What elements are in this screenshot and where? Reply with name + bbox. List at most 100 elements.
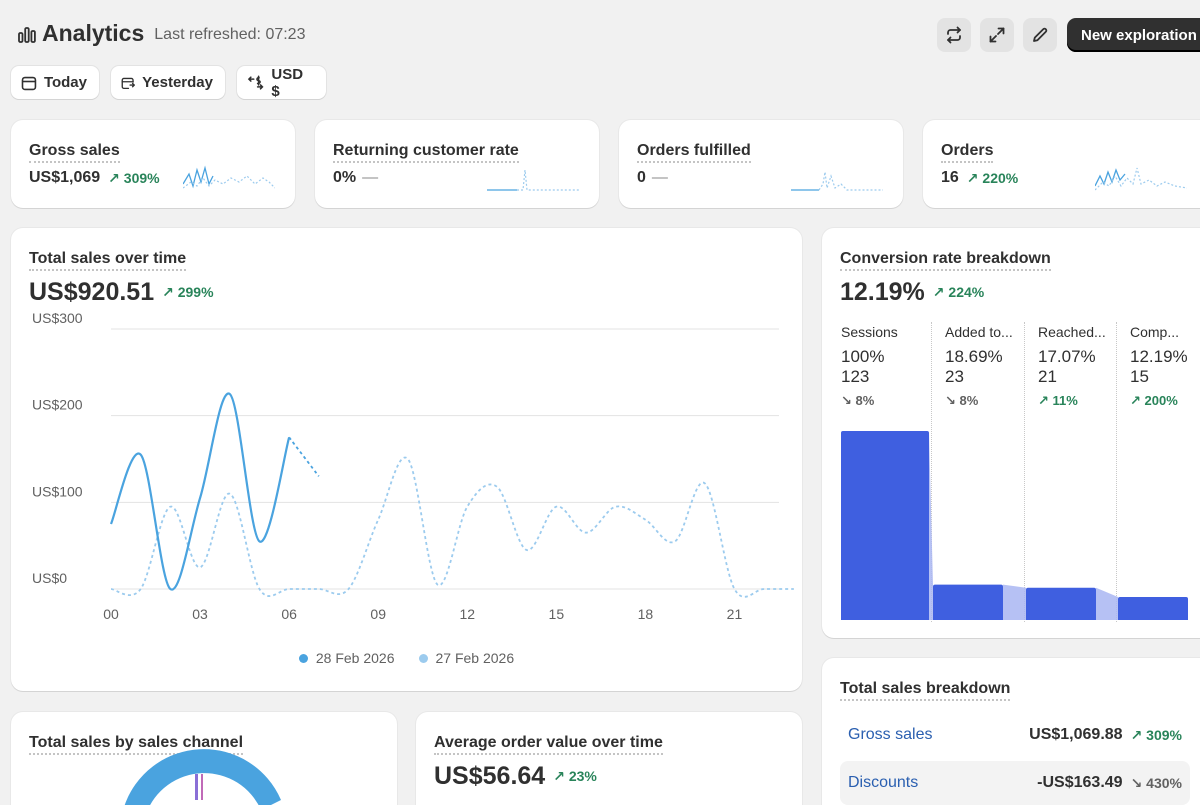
card-average-order-value[interactable]: Average order value over time US$56.64 ↗… — [416, 712, 802, 805]
x-tick-label: 18 — [638, 606, 654, 622]
card-conversion-rate[interactable]: Conversion rate breakdown 12.19% ↗ 224% … — [822, 228, 1200, 638]
date-filter-today[interactable]: Today — [11, 66, 99, 99]
stage-percent: 18.69% — [945, 347, 1003, 366]
kpi-sparkline — [487, 169, 579, 191]
conversion-funnel-chart — [841, 431, 1188, 620]
card-title: Conversion rate breakdown — [840, 250, 1051, 271]
compare-filter-yesterday[interactable]: Yesterday — [111, 66, 225, 99]
x-tick-label: 21 — [727, 606, 743, 622]
funnel-connector[interactable] — [1003, 584, 1026, 620]
currency-exchange-icon — [247, 74, 264, 90]
kpi-title: Orders fulfilled — [637, 142, 751, 163]
funnel-connector[interactable] — [929, 431, 933, 620]
fullscreen-button[interactable] — [980, 18, 1014, 52]
sales-line-chart: US$0 US$100 US$200 US$300 00 03 06 09 12 15 18 21 — [32, 310, 794, 622]
stage-percent: 100% — [841, 347, 885, 366]
refresh-button[interactable] — [937, 18, 971, 52]
last-refreshed: Last refreshed: 07:23 — [154, 25, 306, 43]
stage-change: ↘ 8% — [841, 393, 875, 408]
legend-item-current[interactable]: 28 Feb 2026 — [298, 650, 395, 666]
stage-count: 123 — [841, 367, 870, 386]
y-tick-label: US$300 — [32, 310, 83, 326]
refresh-icon — [947, 26, 961, 44]
kpi-sparkline — [791, 171, 883, 191]
donut-segment-small[interactable] — [201, 774, 203, 800]
card-title: Total sales by sales channel — [29, 734, 244, 755]
currency-filter-label: USD $ — [271, 65, 304, 100]
series-line — [109, 392, 291, 591]
x-tick-label: 03 — [192, 606, 208, 622]
card-title: Total sales over time — [29, 250, 187, 271]
legend-dot-icon — [418, 653, 428, 663]
y-tick-label: US$0 — [32, 570, 67, 586]
edit-button[interactable] — [1023, 18, 1057, 52]
stage-count: 23 — [945, 367, 964, 386]
kpi-card-orders-fulfilled[interactable]: Orders fulfilled 0 — — [619, 120, 903, 208]
kpi-change: ↗ 309% — [108, 169, 160, 186]
card-total-sales-breakdown[interactable]: Total sales breakdown Gross sales US$1,0… — [822, 658, 1200, 805]
y-tick-label: US$100 — [32, 483, 83, 499]
legend-dot-icon — [298, 653, 308, 663]
donut-segment-small[interactable] — [195, 774, 198, 800]
new-exploration-button[interactable]: New exploration — [1067, 18, 1200, 52]
expand-icon — [989, 27, 1005, 43]
chart-legend: 28 Feb 2026 27 Feb 2026 — [11, 650, 802, 666]
x-tick-label: 06 — [281, 606, 297, 622]
stage-change: ↘ 8% — [945, 393, 979, 408]
kpi-card-orders[interactable]: Orders 16 ↗ 220% — [923, 120, 1200, 208]
card-sales-by-channel[interactable]: Total sales by sales channel — [11, 712, 397, 805]
legend-item-previous[interactable]: 27 Feb 2026 — [418, 650, 515, 666]
aov-value: US$56.64 — [434, 762, 546, 790]
breakdown-row-discounts[interactable]: Discounts -US$163.49 ↘ 430% — [840, 761, 1190, 805]
funnel-bar[interactable] — [1118, 596, 1188, 620]
calendar-icon — [21, 76, 37, 90]
funnel-bar[interactable] — [933, 584, 1003, 620]
page-title: Analytics — [42, 20, 145, 46]
funnel-bar[interactable] — [841, 431, 929, 620]
total-sales-value: US$920.51 — [29, 278, 155, 306]
x-tick-label: 15 — [549, 606, 565, 622]
sales-channel-donut-chart — [124, 749, 281, 805]
funnel-stage-completed[interactable]: Comp... 12.19% 15 ↗ 200% — [1130, 324, 1200, 624]
breakdown-label[interactable]: Discounts — [848, 774, 919, 791]
x-tick-label: 00 — [103, 606, 119, 622]
kpi-sparkline — [1095, 167, 1187, 191]
legend-label: 28 Feb 2026 — [315, 650, 395, 666]
kpi-title: Orders — [941, 142, 994, 163]
conversion-change: ↗ 224% — [932, 284, 985, 300]
kpi-card-gross-sales[interactable]: Gross sales US$1,069 ↗ 309% — [11, 120, 295, 208]
card-total-sales-over-time[interactable]: Total sales over time US$920.51 ↗ 299% U… — [11, 228, 802, 691]
x-tick-label: 12 — [459, 606, 475, 622]
stage-label: Added to... — [945, 324, 1013, 340]
funnel-stage-added-to-cart[interactable]: Added to... 18.69% 23 ↘ 8% — [945, 324, 1017, 624]
analytics-icon — [18, 26, 36, 43]
breakdown-value: -US$163.49 — [1037, 774, 1123, 791]
breakdown-change: ↗ 309% — [1130, 726, 1182, 743]
stage-label: Reached... — [1038, 324, 1106, 340]
kpi-change: — — [362, 169, 379, 186]
stage-percent: 17.07% — [1038, 347, 1096, 366]
donut-segment[interactable] — [124, 749, 281, 805]
series-line — [110, 456, 794, 598]
breakdown-row-gross-sales[interactable]: Gross sales US$1,069.88 ↗ 309% — [840, 713, 1190, 757]
funnel-stage-reached-checkout[interactable]: Reached... 17.07% 21 ↗ 11% — [1038, 324, 1108, 624]
x-tick-label: 09 — [370, 606, 386, 622]
kpi-sparkline — [183, 165, 275, 189]
aov-change: ↗ 23% — [553, 768, 597, 784]
compare-filter-label: Yesterday — [142, 74, 213, 91]
funnel-connector[interactable] — [1096, 587, 1118, 620]
kpi-title: Returning customer rate — [333, 142, 519, 163]
calendar-compare-icon — [121, 77, 136, 89]
currency-filter[interactable]: USD $ — [237, 65, 326, 100]
kpi-card-returning-customer-rate[interactable]: Returning customer rate 0% — — [315, 120, 599, 208]
breakdown-label[interactable]: Gross sales — [848, 726, 933, 743]
title-wrap: Analytics Last refreshed: 07:23 — [18, 20, 305, 47]
stage-count: 15 — [1130, 367, 1149, 386]
card-title: Average order value over time — [434, 734, 663, 755]
stage-label: Sessions — [841, 324, 898, 340]
legend-label: 27 Feb 2026 — [435, 650, 515, 666]
pencil-icon — [1033, 27, 1048, 42]
breakdown-change: ↘ 430% — [1130, 774, 1182, 791]
funnel-stage-sessions[interactable]: Sessions 100% 123 ↘ 8% — [841, 324, 926, 624]
funnel-bar[interactable] — [1026, 587, 1096, 620]
